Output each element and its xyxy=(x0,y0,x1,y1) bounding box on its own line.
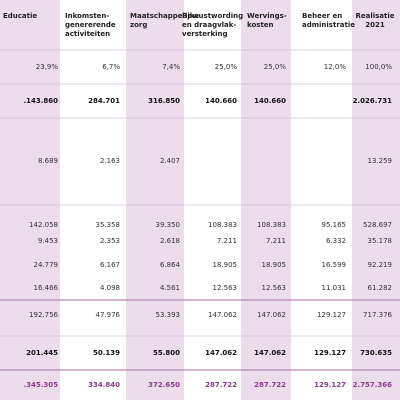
cell: 730.635 xyxy=(360,349,392,357)
cell: 35.178 xyxy=(368,237,393,245)
cell: 287.722 xyxy=(205,381,237,389)
cell: 4.098 xyxy=(100,284,120,292)
cell: 147.062 xyxy=(208,311,237,319)
cell: 18.905 xyxy=(213,261,238,269)
column-header: Realisatie xyxy=(355,12,394,20)
shade xyxy=(241,0,291,400)
cell: 61.282 xyxy=(368,284,393,292)
cell: 25,0% xyxy=(264,63,287,71)
cell: 147.062 xyxy=(257,311,286,319)
cell: 140.660 xyxy=(205,97,237,105)
cell: 92.219 xyxy=(368,261,393,269)
cell: 129.127 xyxy=(314,381,346,389)
cell: 9.453 xyxy=(38,237,58,245)
cell: 6.167 xyxy=(100,261,120,269)
cell: 284.701 xyxy=(88,97,120,105)
cell: 7,4% xyxy=(162,63,180,71)
shade xyxy=(126,0,184,400)
column-header: 2021 xyxy=(365,21,385,29)
column-header: zorg xyxy=(130,21,147,29)
row-lines xyxy=(0,49,400,371)
column-header: Wervings- xyxy=(247,12,287,20)
column-header: versterking xyxy=(182,30,228,38)
cell: 717.376 xyxy=(363,311,392,319)
cell: 95.165 xyxy=(322,221,347,229)
shade xyxy=(352,0,400,400)
cell: 108.383 xyxy=(208,221,237,229)
cell: 39.350 xyxy=(156,221,181,229)
cell: 129.127 xyxy=(317,311,346,319)
cell: 47.976 xyxy=(96,311,121,319)
column-header: Educatie xyxy=(3,12,37,20)
cell: 2.353 xyxy=(100,237,120,245)
cell: 142.058 xyxy=(29,221,58,229)
cell: 6.864 xyxy=(160,261,181,269)
cell: 108.383 xyxy=(257,221,286,229)
cell: 16.466 xyxy=(34,284,59,292)
cell: 53.393 xyxy=(156,311,181,319)
column-header: Bewustwording xyxy=(182,12,243,20)
cell: 316.850 xyxy=(148,97,180,105)
cell: 287.722 xyxy=(254,381,286,389)
cell: 12,0% xyxy=(324,63,347,71)
column-header: kosten xyxy=(247,21,274,29)
column-header: Inkomsten- xyxy=(65,12,109,20)
column-header: Beheer en xyxy=(302,12,342,20)
cell: 528.697 xyxy=(363,221,392,229)
cell: 372.650 xyxy=(148,381,180,389)
cell: 8.689 xyxy=(38,157,58,165)
cell: 24.779 xyxy=(34,261,59,269)
cell: 13.259 xyxy=(368,157,393,165)
cell: 147.062 xyxy=(205,349,237,357)
cell: 6,7% xyxy=(102,63,120,71)
shade xyxy=(0,0,60,400)
cell: 4.561 xyxy=(160,284,180,292)
cell: 192.756 xyxy=(29,311,58,319)
cell: 140.660 xyxy=(254,97,286,105)
column-header: en draagvlak- xyxy=(182,21,236,29)
cell: .143.860 xyxy=(23,97,58,105)
cell: 2.407 xyxy=(160,157,180,165)
cell: 7.211 xyxy=(217,237,237,245)
cell: 12.563 xyxy=(262,284,287,292)
cell: 25,0% xyxy=(215,63,238,71)
cell: 6.332 xyxy=(326,237,346,245)
cell: 16.599 xyxy=(322,261,347,269)
cell: 334.840 xyxy=(88,381,120,389)
cell: 55.800 xyxy=(153,349,180,357)
cell: 100,0% xyxy=(365,63,392,71)
cell: 2.757.366 xyxy=(353,381,393,389)
column-header: Maatschappelijke xyxy=(130,12,199,20)
column-header: administratie xyxy=(302,21,355,29)
column-header: activiteiten xyxy=(65,30,110,38)
cell: 147.062 xyxy=(254,349,286,357)
cell: 12.563 xyxy=(213,284,238,292)
cell: 23,9% xyxy=(36,63,59,71)
column-header: genererende xyxy=(65,21,116,29)
cell: 2.618 xyxy=(160,237,180,245)
cell: 11.031 xyxy=(322,284,347,292)
cell: 129.127 xyxy=(314,349,346,357)
cell: 2.163 xyxy=(100,157,120,165)
cell: 18.905 xyxy=(262,261,287,269)
cell: .345.305 xyxy=(23,381,58,389)
cell: 35.358 xyxy=(96,221,121,229)
cell: 7.211 xyxy=(266,237,286,245)
cell: 201.445 xyxy=(26,349,58,357)
cell: 50.139 xyxy=(93,349,120,357)
cell: 2.026.731 xyxy=(353,97,393,105)
